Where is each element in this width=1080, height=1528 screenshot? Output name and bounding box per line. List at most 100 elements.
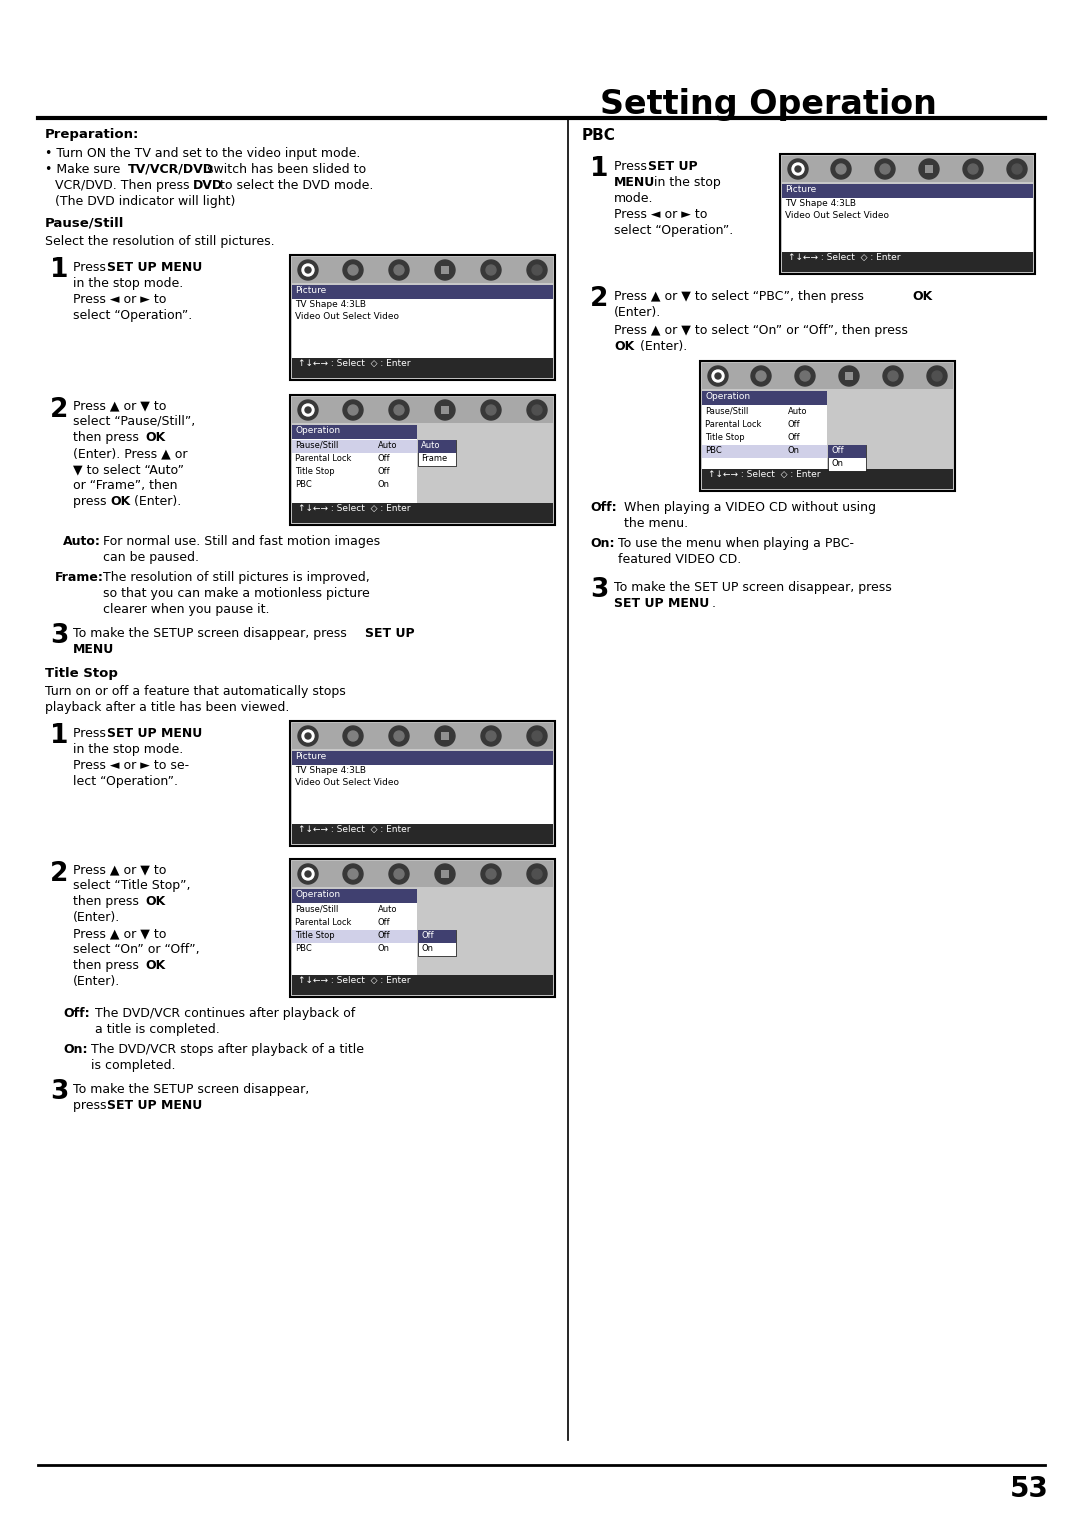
Bar xyxy=(292,257,553,283)
Text: Auto: Auto xyxy=(378,442,397,451)
Text: Setting Operation: Setting Operation xyxy=(600,89,936,121)
Circle shape xyxy=(792,163,804,176)
Text: featured VIDEO CD.: featured VIDEO CD. xyxy=(618,553,741,565)
Circle shape xyxy=(795,167,801,173)
Text: Off:: Off: xyxy=(63,1007,90,1021)
Circle shape xyxy=(481,726,501,746)
Text: select “On” or “Off”,: select “On” or “Off”, xyxy=(73,943,200,957)
Text: PBC: PBC xyxy=(295,944,312,953)
Circle shape xyxy=(486,730,496,741)
Circle shape xyxy=(795,367,815,387)
Circle shape xyxy=(836,163,846,174)
Text: Title Stop: Title Stop xyxy=(45,668,118,680)
Text: press: press xyxy=(73,495,110,507)
Circle shape xyxy=(298,400,318,420)
Text: Video Out Select Video: Video Out Select Video xyxy=(785,211,889,220)
Circle shape xyxy=(394,264,404,275)
Circle shape xyxy=(527,726,546,746)
Text: 53: 53 xyxy=(1010,1475,1049,1504)
Circle shape xyxy=(712,370,724,382)
Circle shape xyxy=(751,367,771,387)
Bar xyxy=(291,255,555,380)
Circle shape xyxy=(839,367,859,387)
Text: Off: Off xyxy=(378,468,391,477)
Text: On:: On: xyxy=(590,536,615,550)
Bar xyxy=(782,156,1032,182)
Circle shape xyxy=(348,405,357,416)
Circle shape xyxy=(298,726,318,746)
Text: (Enter).: (Enter). xyxy=(73,911,120,924)
Bar xyxy=(291,396,555,526)
Bar xyxy=(828,445,866,458)
Text: The DVD/VCR continues after playback of: The DVD/VCR continues after playback of xyxy=(95,1007,355,1021)
Circle shape xyxy=(532,869,542,879)
Circle shape xyxy=(1007,159,1027,179)
Text: SET UP MENU: SET UP MENU xyxy=(615,597,710,610)
Text: Press ▲ or ▼ to select “On” or “Off”, then press: Press ▲ or ▼ to select “On” or “Off”, th… xyxy=(615,324,908,338)
Bar xyxy=(292,723,553,749)
Text: Off: Off xyxy=(378,918,391,927)
Circle shape xyxy=(880,163,890,174)
Text: On: On xyxy=(831,458,843,468)
Text: Press ▲ or ▼ to: Press ▲ or ▼ to xyxy=(73,863,166,876)
Text: On:: On: xyxy=(63,1044,87,1056)
Circle shape xyxy=(1012,163,1022,174)
Text: Title Stop: Title Stop xyxy=(295,468,335,477)
Bar xyxy=(292,889,417,975)
Bar xyxy=(292,440,417,452)
Bar xyxy=(702,445,827,458)
Text: Press ▲ or ▼ to: Press ▲ or ▼ to xyxy=(73,927,166,940)
Circle shape xyxy=(343,726,363,746)
Text: select “Operation”.: select “Operation”. xyxy=(73,309,192,322)
Text: To make the SETUP screen disappear,: To make the SETUP screen disappear, xyxy=(73,1083,309,1096)
Text: SET UP: SET UP xyxy=(365,626,415,640)
Text: or “Frame”, then: or “Frame”, then xyxy=(73,478,177,492)
Text: ↑↓←→ : Select  ◇ : Enter: ↑↓←→ : Select ◇ : Enter xyxy=(788,254,901,261)
Bar xyxy=(292,860,553,886)
Text: SET UP MENU: SET UP MENU xyxy=(107,1099,202,1112)
Text: clearer when you pause it.: clearer when you pause it. xyxy=(103,604,270,616)
Bar xyxy=(292,750,553,824)
Circle shape xyxy=(919,159,939,179)
Text: Press ◄ or ► to se-: Press ◄ or ► to se- xyxy=(73,759,189,772)
Text: For normal use. Still and fast motion images: For normal use. Still and fast motion im… xyxy=(103,535,380,549)
Text: (Enter).: (Enter). xyxy=(130,495,181,507)
Text: press: press xyxy=(73,1099,110,1112)
Text: is completed.: is completed. xyxy=(91,1059,175,1073)
Circle shape xyxy=(435,863,455,885)
Circle shape xyxy=(389,726,409,746)
Text: TV/VCR/DVD: TV/VCR/DVD xyxy=(129,163,214,176)
Text: DVD: DVD xyxy=(193,179,224,193)
Text: 2: 2 xyxy=(50,860,68,886)
Circle shape xyxy=(348,869,357,879)
Circle shape xyxy=(756,371,766,380)
Text: MENU: MENU xyxy=(73,643,114,656)
Circle shape xyxy=(394,869,404,879)
Bar xyxy=(292,503,553,523)
Text: in the stop mode.: in the stop mode. xyxy=(73,743,184,756)
Bar xyxy=(292,975,553,995)
Text: .: . xyxy=(107,643,111,656)
Circle shape xyxy=(486,869,496,879)
Text: Off: Off xyxy=(421,931,434,940)
Bar xyxy=(441,266,449,274)
Circle shape xyxy=(532,405,542,416)
Bar xyxy=(924,165,933,173)
Circle shape xyxy=(831,159,851,179)
Text: select “Pause/Still”,: select “Pause/Still”, xyxy=(73,416,195,428)
Text: ↑↓←→ : Select  ◇ : Enter: ↑↓←→ : Select ◇ : Enter xyxy=(298,976,410,986)
Text: OK: OK xyxy=(145,895,165,908)
Bar xyxy=(418,931,456,957)
Text: To make the SET UP screen disappear, press: To make the SET UP screen disappear, pre… xyxy=(615,581,895,594)
Text: Pause/Still: Pause/Still xyxy=(45,217,124,231)
Bar xyxy=(782,183,1032,199)
Text: (Enter).: (Enter). xyxy=(73,975,120,989)
Text: Auto: Auto xyxy=(378,905,397,914)
Text: On: On xyxy=(378,944,390,953)
Text: ▼ to select “Auto”: ▼ to select “Auto” xyxy=(73,463,184,477)
Text: Off: Off xyxy=(378,931,391,940)
Text: Parental Lock: Parental Lock xyxy=(295,918,351,927)
Circle shape xyxy=(708,367,728,387)
Bar xyxy=(702,469,953,489)
Text: Press ▲ or ▼ to: Press ▲ or ▼ to xyxy=(73,399,166,413)
